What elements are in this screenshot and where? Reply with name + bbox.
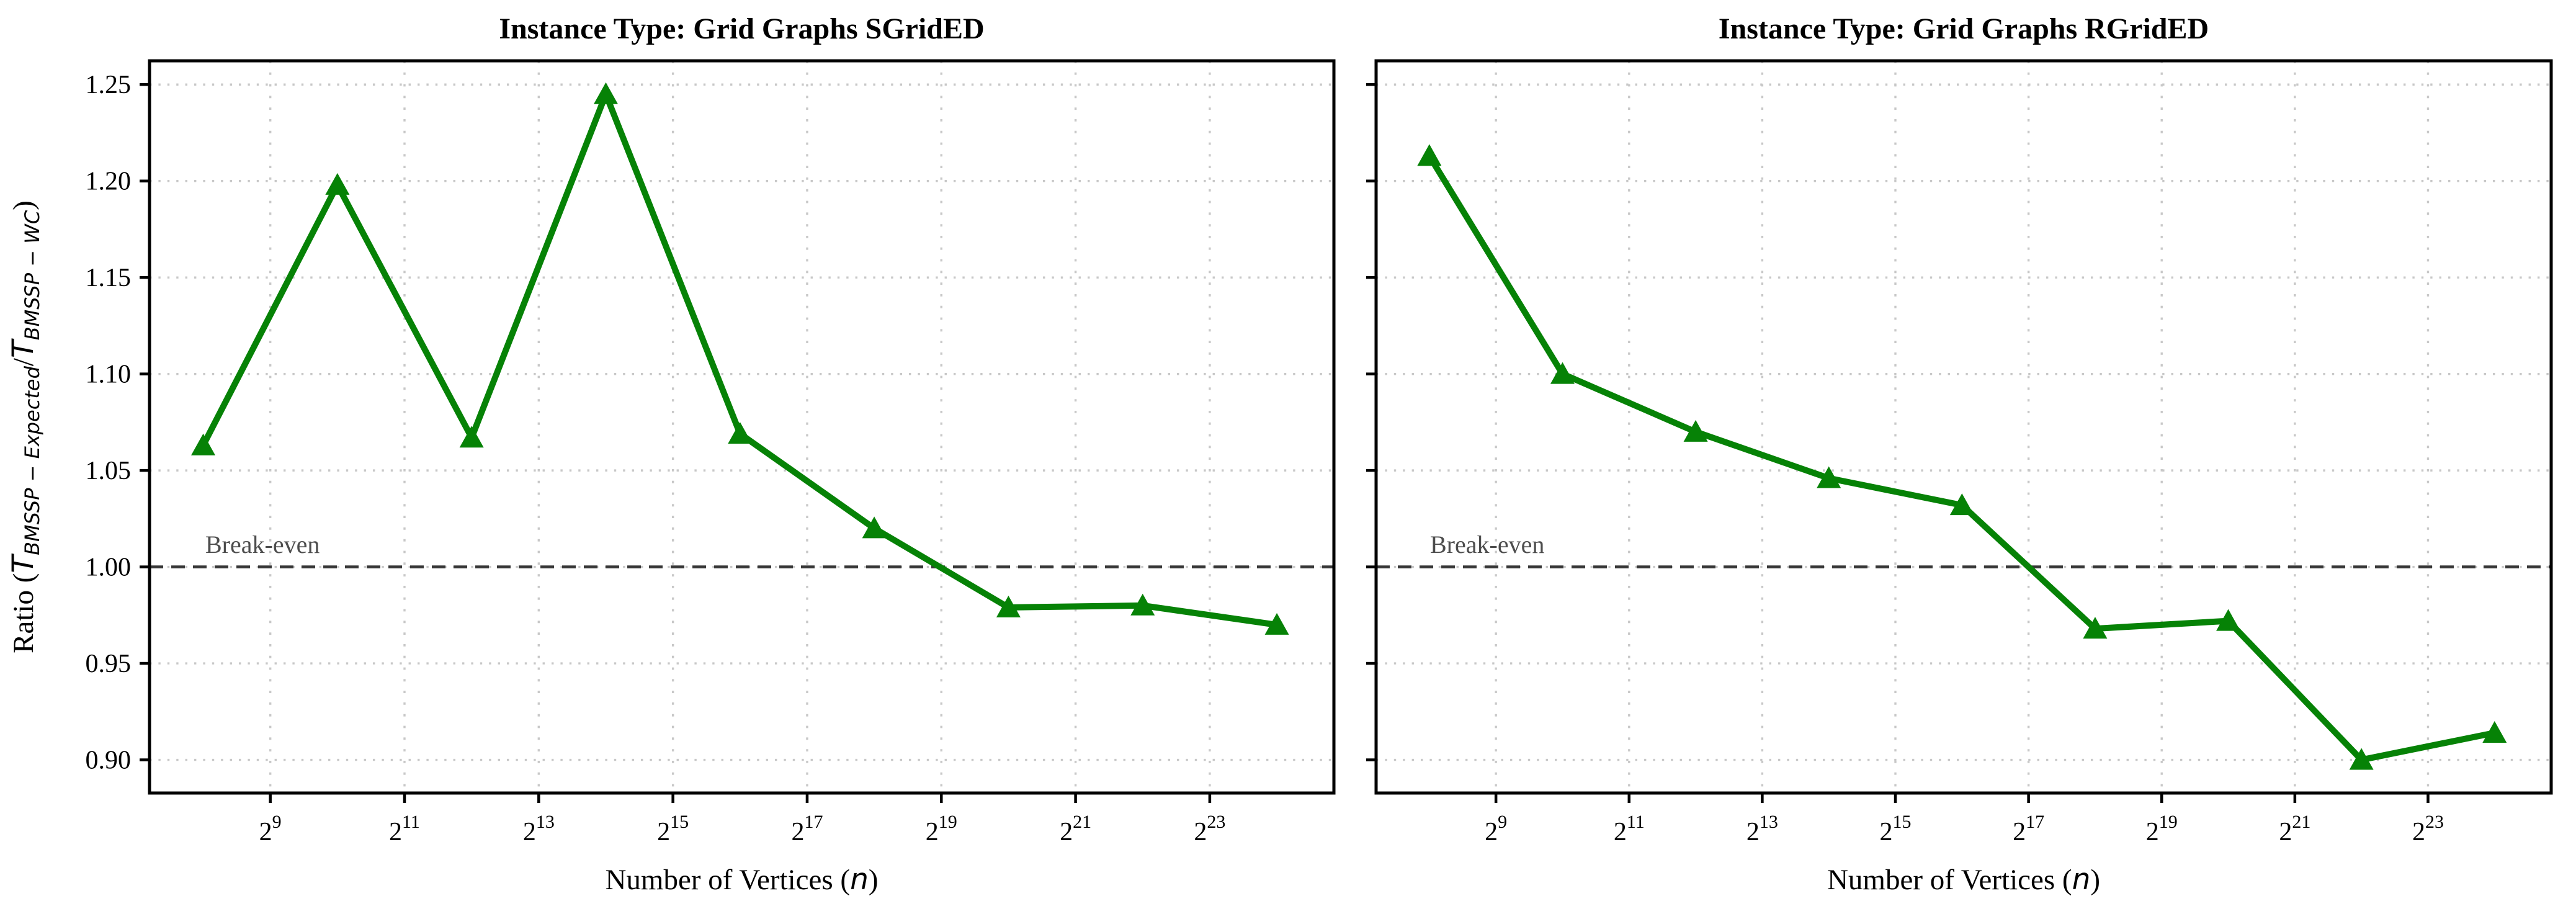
- x-tick-label: 211: [389, 812, 420, 846]
- x-label-variable: n: [850, 863, 869, 897]
- data-point-marker: [459, 426, 484, 448]
- y-tick-label: 1.05: [86, 457, 132, 485]
- data-point-marker: [862, 516, 887, 539]
- right-subplot-title: Instance Type: Grid Graphs RGridED: [1718, 12, 2209, 45]
- data-point-marker: [1817, 466, 1841, 488]
- x-tick-label: 221: [1060, 812, 1091, 846]
- x-label-variable: n: [2072, 863, 2091, 897]
- x-tick-label: 221: [2279, 812, 2310, 846]
- axes-frame: [1374, 59, 2553, 795]
- data-point-marker: [1130, 593, 1155, 616]
- y-axis-label: Ratio (TBMSSP − Expected/TBMSSP − WC): [4, 166, 44, 688]
- right-x-axis-label: Number of Vertices (n): [1827, 863, 2101, 897]
- data-point-marker: [1264, 612, 1289, 635]
- x-tick-label: 211: [1614, 812, 1645, 846]
- right-subplot: 29 211 213 215 217 219 221 223: [1366, 59, 2553, 846]
- left-breakeven-label: Break-even: [205, 531, 320, 558]
- y-label-denominator-symbol: T: [6, 340, 40, 359]
- x-tick-label: 29: [259, 812, 282, 846]
- data-point-marker: [728, 422, 753, 444]
- data-point-marker: [1683, 419, 1708, 442]
- data-point-marker: [2083, 617, 2108, 639]
- data-point-marker: [996, 595, 1021, 617]
- x-tick-label: 219: [2146, 812, 2178, 846]
- data-point-marker: [593, 82, 618, 104]
- x-tick-label: 219: [926, 812, 957, 846]
- x-tick-label: 213: [1746, 812, 1778, 846]
- x-tick-label: 217: [791, 812, 823, 846]
- left-subplot-title: Instance Type: Grid Graphs SGridED: [499, 12, 985, 45]
- x-tick-label: 213: [523, 812, 555, 846]
- x-tick-label: 223: [2412, 812, 2444, 846]
- data-point-marker: [2349, 748, 2374, 770]
- y-tick-label: 1.15: [86, 264, 132, 292]
- y-label-suffix: ): [7, 200, 40, 210]
- x-tick-label: 215: [1880, 812, 1912, 846]
- left-subplot: 0.90 0.95 1.00 1.05 1.10 1.15 1.20 1.25 29 211 213…: [86, 59, 1336, 846]
- y-tick-label: 1.25: [86, 71, 132, 99]
- y-label-prefix: Ratio (: [7, 573, 40, 653]
- data-point-marker: [1417, 144, 1442, 166]
- y-tick-label: 1.00: [86, 554, 132, 582]
- data-point-marker: [325, 173, 350, 195]
- data-point-marker: [2216, 609, 2241, 631]
- x-tick-label: 29: [1485, 812, 1507, 846]
- y-tick-label: 0.90: [86, 746, 132, 775]
- y-tick-label: 0.95: [86, 650, 132, 678]
- data-point-marker: [191, 433, 216, 455]
- x-tick-label: 217: [2013, 812, 2044, 846]
- x-tick-label: 223: [1194, 812, 1225, 846]
- y-tick-label: 1.20: [86, 168, 132, 196]
- axes-frame: [148, 59, 1336, 795]
- data-point-marker: [1949, 493, 1974, 516]
- left-x-axis-label: Number of Vertices (n): [605, 863, 879, 897]
- y-label-denominator-subscript: BMSSP − WC: [20, 210, 44, 341]
- y-label-numerator-symbol: T: [6, 555, 40, 573]
- y-tick-label: 1.10: [86, 361, 132, 389]
- right-breakeven-label: Break-even: [1430, 531, 1545, 558]
- y-label-numerator-subscript: BMSSP − Expected: [20, 366, 44, 555]
- y-label-divider: /: [7, 358, 40, 367]
- data-point-marker: [2482, 720, 2507, 743]
- data-point-marker: [1550, 362, 1575, 384]
- series-line: [200, 91, 1281, 628]
- x-tick-label: 215: [657, 812, 689, 846]
- series-line: [1426, 153, 2498, 763]
